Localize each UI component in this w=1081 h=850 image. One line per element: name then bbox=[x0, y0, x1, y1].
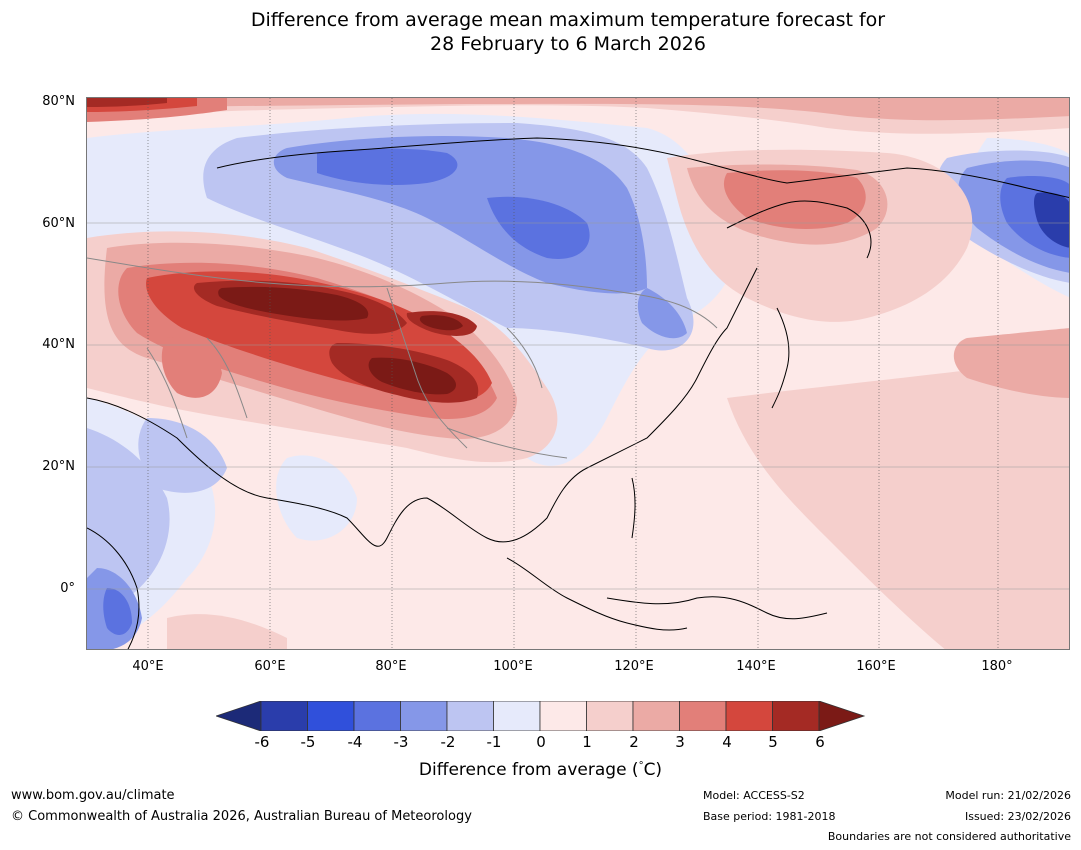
lon-label-60e: 60°E bbox=[254, 659, 286, 674]
colorbar-tick: 3 bbox=[675, 733, 685, 751]
lon-label-120e: 120°E bbox=[614, 659, 654, 674]
model-run-date: Model run: 21/02/2026 bbox=[945, 789, 1071, 802]
temperature-anomaly-map bbox=[86, 97, 1070, 650]
colorbar-cell bbox=[307, 701, 355, 731]
lat-label-80n: 80°N bbox=[42, 94, 75, 109]
map-canvas bbox=[87, 98, 1069, 649]
lon-label-100e: 100°E bbox=[493, 659, 533, 674]
anomaly-layer-minus5 bbox=[1034, 192, 1069, 248]
lat-label-40n: 40°N bbox=[42, 337, 75, 352]
map-title: Difference from average mean maximum tem… bbox=[0, 8, 1081, 56]
colorbar-cell bbox=[679, 701, 727, 731]
colorbar-tick: -4 bbox=[347, 733, 363, 751]
colorbar-tick: 4 bbox=[722, 733, 732, 751]
base-period: Base period: 1981-2018 bbox=[703, 810, 836, 823]
model-name: Model: ACCESS-S2 bbox=[703, 789, 805, 802]
lon-label-180: 180° bbox=[981, 659, 1013, 674]
colorbar-tick: -5 bbox=[300, 733, 316, 751]
coastlines bbox=[87, 137, 1069, 649]
gridlines bbox=[87, 98, 1069, 649]
colorbar-label: Difference from average (°C) bbox=[418, 760, 663, 780]
colorbar-tick: -2 bbox=[440, 733, 456, 751]
colorbar-cell bbox=[539, 701, 587, 731]
title-line-1: Difference from average mean maximum tem… bbox=[250, 9, 886, 31]
anomaly-layer-plus6 bbox=[218, 286, 463, 395]
issued-date: Issued: 23/02/2026 bbox=[964, 810, 1071, 823]
website-link[interactable]: www.bom.gov.au/climate bbox=[11, 788, 175, 803]
lat-label-equator: 0° bbox=[60, 581, 75, 596]
lat-label-20n: 20°N bbox=[42, 459, 75, 474]
colorbar bbox=[216, 701, 866, 731]
colorbar-tick: -6 bbox=[254, 733, 270, 751]
colorbar-extend-high bbox=[818, 701, 866, 731]
colorbar-cell bbox=[632, 701, 680, 731]
colorbar-ticks: -6 -5 -4 -3 -2 -1 0 1 2 3 4 5 6 bbox=[0, 734, 1081, 752]
colorbar-tick: 2 bbox=[629, 733, 639, 751]
colorbar-tick: 0 bbox=[536, 733, 546, 751]
colorbar-tick: 1 bbox=[582, 733, 592, 751]
colorbar-cell bbox=[260, 701, 308, 731]
colorbar-extend-low bbox=[216, 701, 262, 731]
colorbar-cell bbox=[353, 701, 401, 731]
colorbar-cell bbox=[493, 701, 541, 731]
lon-label-40e: 40°E bbox=[132, 659, 164, 674]
lat-label-60n: 60°N bbox=[42, 216, 75, 231]
lon-label-80e: 80°E bbox=[375, 659, 407, 674]
colorbar-tick: 6 bbox=[815, 733, 825, 751]
colorbar-cell bbox=[772, 701, 820, 731]
colorbar-tick: -3 bbox=[393, 733, 409, 751]
lon-label-160e: 160°E bbox=[856, 659, 896, 674]
colorbar-cell bbox=[446, 701, 494, 731]
boundaries-disclaimer: Boundaries are not considered authoritat… bbox=[827, 830, 1071, 843]
copyright-text: © Commonwealth of Australia 2026, Austra… bbox=[11, 809, 472, 824]
colorbar-tick: 5 bbox=[768, 733, 778, 751]
country-borders bbox=[87, 257, 718, 459]
title-line-2: 28 February to 6 March 2026 bbox=[429, 33, 706, 55]
colorbar-tick: -1 bbox=[486, 733, 502, 751]
colorbar-cell bbox=[725, 701, 773, 731]
colorbar-cell bbox=[400, 701, 448, 731]
lon-label-140e: 140°E bbox=[736, 659, 776, 674]
colorbar-cell bbox=[586, 701, 634, 731]
